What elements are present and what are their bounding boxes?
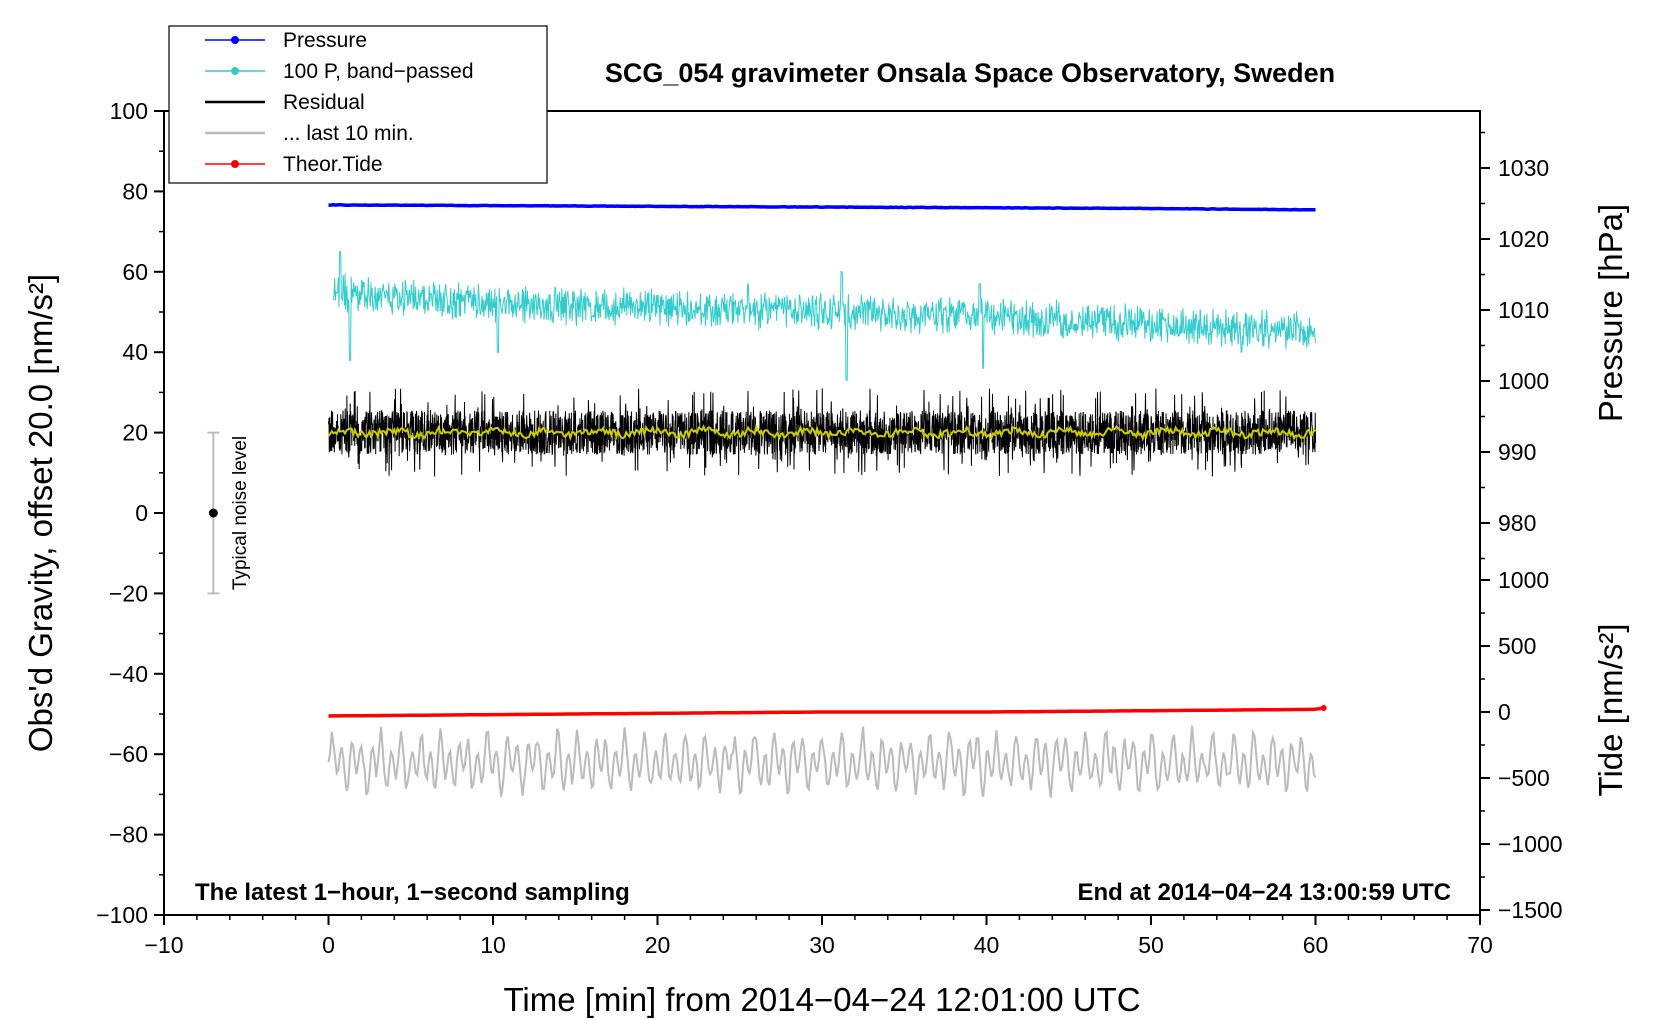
tide-tick-label: 0 <box>1498 699 1511 725</box>
series-theoretical-tide <box>328 706 1324 718</box>
y-tick-label: 40 <box>122 339 148 365</box>
pressure-tick-label: 1000 <box>1498 368 1549 394</box>
pressure-tick-label: 990 <box>1498 439 1536 465</box>
legend: Pressure 100 P, band−passed Residual ... la… <box>168 25 548 184</box>
y-tick-label: −100 <box>96 902 148 928</box>
tide-tick-label: −1500 <box>1498 897 1563 923</box>
legend-label: Pressure <box>283 29 367 52</box>
y-tick-label: 80 <box>122 178 148 204</box>
y-tick-label: 60 <box>122 259 148 285</box>
legend-marker <box>231 67 239 75</box>
y-axis-label-left: Obs'd Gravity, offset 20.0 [nm/s²] <box>22 274 59 752</box>
series-band-passed-pressure <box>332 251 1316 381</box>
y-tick-label: 100 <box>110 98 148 124</box>
tide-tick-label: −500 <box>1498 765 1550 791</box>
legend-items: Pressure 100 P, band−passed Residual ... la… <box>205 29 474 176</box>
y-tick-label: 20 <box>122 420 148 446</box>
x-tick-label: 0 <box>322 932 335 958</box>
series-residual-smoothed <box>327 423 1317 442</box>
tide-tick-label: 1000 <box>1498 567 1549 593</box>
legend-label: 100 P, band−passed <box>283 60 474 83</box>
legend-label: Theor.Tide <box>283 153 383 176</box>
x-tick-label: 50 <box>1138 932 1164 958</box>
legend-marker <box>231 160 239 168</box>
x-tick-label: 60 <box>1303 932 1329 958</box>
x-tick-label: 40 <box>974 932 1000 958</box>
x-axis-label: Time [min] from 2014−04−24 12:01:00 UTC <box>503 981 1140 1018</box>
tide-end-marker <box>1320 705 1327 712</box>
annotation-left: The latest 1−hour, 1−second sampling <box>195 879 630 906</box>
pressure-tick-label: 980 <box>1498 510 1536 536</box>
y-tick-label: 0 <box>135 500 148 526</box>
series-last-10-min <box>327 725 1317 798</box>
tide-tick-label: −1000 <box>1498 831 1563 857</box>
series-residual <box>328 388 1316 477</box>
pressure-tick-label: 1030 <box>1498 155 1549 181</box>
legend-marker <box>231 36 239 44</box>
y-tick-label: −80 <box>109 822 148 848</box>
noise-indicator: Typical noise level <box>207 431 251 595</box>
y-axis-label-tide: Tide [nm/s²] <box>1592 624 1629 797</box>
y-tick-label: −20 <box>109 580 148 606</box>
x-tick-label: 20 <box>645 932 671 958</box>
chart-title: SCG_054 gravimeter Onsala Space Observat… <box>605 58 1335 88</box>
series-layer <box>327 203 1327 798</box>
x-tick-label: 10 <box>480 932 506 958</box>
legend-label: Residual <box>283 91 365 114</box>
legend-label: ... last 10 min. <box>283 122 414 145</box>
x-tick-label: −10 <box>144 932 183 958</box>
y-tick-label: −60 <box>109 741 148 767</box>
pressure-tick-label: 1020 <box>1498 226 1549 252</box>
pressure-tick-label: 1010 <box>1498 297 1549 323</box>
x-tick-label: 70 <box>1467 932 1493 958</box>
ticks-layer: −10 0 10 20 30 40 50 60 70−100−80−60−40−20020406… <box>96 98 1562 958</box>
series-pressure <box>328 203 1316 212</box>
tide-tick-label: 500 <box>1498 633 1536 659</box>
x-tick-label: 30 <box>809 932 835 958</box>
noise-label: Typical noise level <box>230 436 251 590</box>
y-axis-label-pressure: Pressure [hPa] <box>1592 204 1629 422</box>
annotation-right: End at 2014−04−24 13:00:59 UTC <box>1077 879 1451 906</box>
legend-box <box>168 25 548 184</box>
noise-center-dot <box>208 508 218 518</box>
y-tick-label: −40 <box>109 661 148 687</box>
